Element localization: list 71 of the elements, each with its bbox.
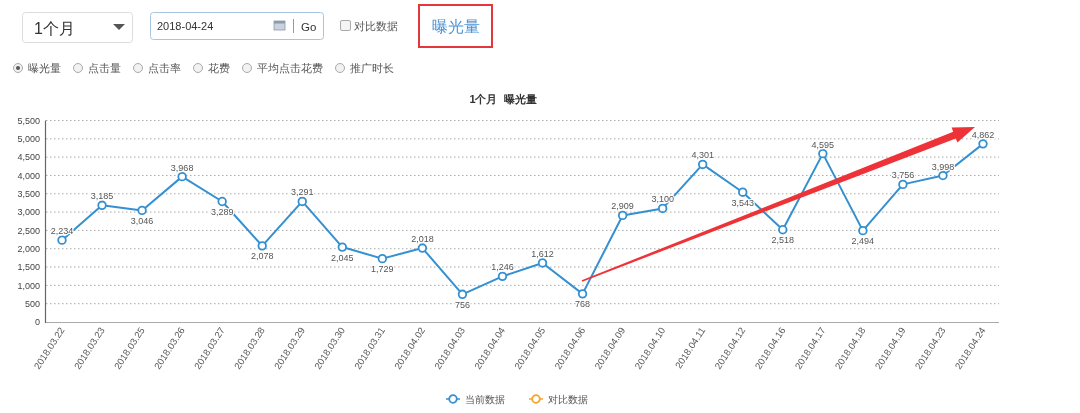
data-label: 1,729 (371, 264, 394, 275)
data-label: 2,518 (771, 235, 795, 246)
point (217, 196, 227, 207)
dropdown: 1个月 (22, 12, 133, 43)
y-tick-label: 2,500 (17, 225, 40, 236)
point (137, 205, 147, 216)
point (257, 241, 267, 251)
data-label: 768 (575, 299, 591, 310)
point (297, 196, 307, 207)
data-label: 3,185 (90, 191, 114, 202)
data-label: 4,862 (971, 129, 995, 140)
y-tick-label: 3,500 (17, 189, 40, 200)
point (337, 242, 347, 252)
data-label: 2,018 (411, 234, 434, 245)
point (657, 203, 668, 214)
data-label: 3,756 (891, 170, 915, 181)
point (417, 243, 428, 253)
data-label: 3,998 (931, 161, 955, 172)
point (497, 271, 508, 282)
data-label: 3,543 (731, 197, 754, 208)
y-tick-label: 1,500 (17, 262, 40, 273)
radio-option: 点击量 (73, 62, 121, 74)
point (577, 289, 588, 299)
data-label: 1,612 (531, 248, 554, 259)
y-tick-label: 1,000 (17, 280, 40, 291)
y-tick-label: 500 (24, 298, 40, 309)
point (978, 139, 988, 149)
y-tick-label: 2,000 (17, 244, 40, 255)
go-label: Go (301, 21, 317, 33)
point (818, 148, 828, 159)
y-tick-label: 3,000 (17, 207, 40, 218)
data-label: 2,494 (851, 236, 875, 247)
data-label: 3,291 (291, 187, 314, 198)
chart-title: 1个月 曝光量 (469, 93, 537, 105)
point (738, 187, 748, 197)
y-tick-label: 5,500 (17, 115, 40, 126)
data-label: 2,909 (611, 201, 634, 212)
point (898, 179, 908, 190)
data-label: 3,968 (170, 162, 194, 173)
y-tick-label: 0 (34, 317, 40, 328)
metric-heading: 曝光量 (418, 4, 493, 48)
radio-option: 花费 (193, 62, 230, 74)
y-tick-label: 4,000 (17, 170, 40, 181)
point (778, 225, 788, 235)
point (97, 200, 107, 211)
data-label: 1,246 (491, 262, 514, 273)
checkbox: 对比数据 (340, 20, 398, 32)
point (858, 225, 868, 236)
data-label: 3,046 (130, 215, 154, 226)
radio-option: 推广时长 (335, 62, 394, 74)
y-tick-label: 5,000 (17, 134, 40, 145)
radio-option-selected: 曝光量 (13, 62, 61, 74)
legend-label: 对比数据 (548, 393, 588, 405)
radio-option: 点击率 (133, 62, 181, 74)
data-label: 2,078 (250, 251, 274, 262)
point (177, 171, 187, 182)
point (457, 289, 468, 299)
data-label: 756 (454, 299, 470, 310)
data-label: 4,595 (811, 139, 835, 150)
point (377, 253, 388, 264)
point (617, 210, 628, 221)
point (537, 258, 548, 268)
point (698, 159, 708, 170)
point (57, 235, 67, 245)
data-label: 2,045 (331, 252, 354, 263)
radio-option: 平均点击花费 (242, 62, 323, 74)
legend-label: 当前数据 (465, 393, 505, 405)
data-label: 2,234 (50, 226, 74, 237)
data-label: 4,301 (691, 150, 714, 161)
point (938, 170, 948, 181)
y-tick-label: 4,500 (17, 152, 40, 163)
